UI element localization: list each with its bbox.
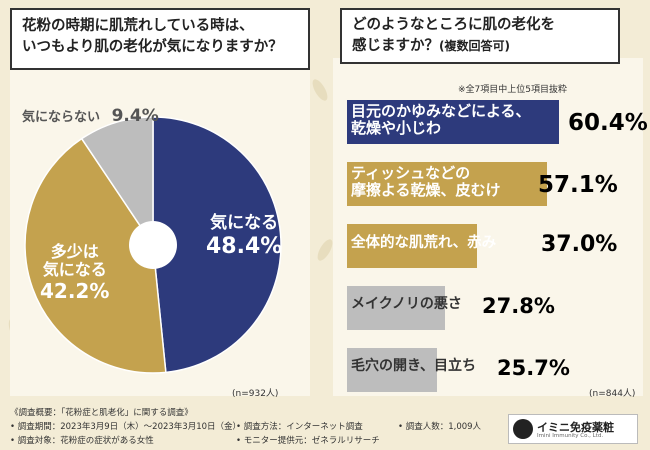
bar-label-2-line2: 摩擦よる乾燥、皮むけ bbox=[351, 181, 501, 200]
survey-period: • 調査期間：2023年3月9日（木）～2023年3月10日（金） bbox=[10, 422, 242, 432]
pie-slice-kininaru bbox=[152, 116, 282, 374]
monitor-provider: • モニター提供元：ゼネラルリサーチ bbox=[236, 436, 380, 446]
pie-label-kininaranai-text: 気にならない bbox=[22, 110, 101, 125]
survey-method: • 調査方法：インターネット調査 bbox=[236, 422, 363, 432]
pie-value-kininaru: 48.4% bbox=[206, 233, 283, 259]
bar-label-1: 目元のかゆみなどによる、 乾燥や小じわ bbox=[351, 102, 531, 138]
question-1-line-2: いつもより肌の老化が気になりますか？ bbox=[22, 39, 283, 56]
pie-value-kininaranai: 9.4% bbox=[111, 106, 159, 126]
survey-respondents: • 調査人数：1,009人 bbox=[398, 422, 482, 432]
pie-label-kininaru: 気になる 48.4% bbox=[206, 213, 283, 259]
question-2-box: どのようなところに肌の老化を 感じますか？(複数回答可) bbox=[340, 8, 620, 64]
logo-emblem-icon bbox=[513, 419, 533, 439]
bar-rect bbox=[347, 286, 445, 330]
bar-label-5: 毛穴の開き、目立ち bbox=[351, 358, 477, 374]
bar-label-1-line2: 乾燥や小じわ bbox=[351, 119, 442, 138]
company-logo: イミニ免疫薬粧 Imini Immunity Co., Ltd. bbox=[508, 414, 638, 444]
bar-value-3: 37.0% bbox=[541, 232, 618, 257]
bar-value-5: 25.7% bbox=[497, 356, 570, 380]
pie-label-kininaru-text: 気になる bbox=[210, 213, 279, 233]
pie-label-tashou-line1: 多少は bbox=[50, 242, 99, 261]
question-2-sub: (複数回答可) bbox=[439, 39, 510, 54]
logo-subtitle: Imini Immunity Co., Ltd. bbox=[537, 433, 604, 439]
bar-value-1: 60.4% bbox=[568, 110, 648, 136]
pie-center-hole bbox=[129, 221, 177, 269]
pie-label-tashou-line2: 気になる bbox=[42, 260, 107, 280]
bar-rect bbox=[347, 100, 559, 144]
bar-rect bbox=[347, 348, 438, 392]
bar-value-2: 57.1% bbox=[538, 172, 618, 198]
pie-sample-size: (n=932人) bbox=[232, 389, 279, 399]
bar-sample-size: (n=844人) bbox=[589, 389, 636, 399]
top5-note: ※全7項目中上位5項目抜粋 bbox=[458, 85, 567, 95]
footer: 《調査概要：「花粉症と肌老化」に関する調査》 • 調査期間：2023年3月9日（… bbox=[0, 402, 650, 450]
bar-label-4: メイクノリの悪さ bbox=[351, 296, 462, 312]
pie-label-kininaranai: 気にならない 9.4% bbox=[22, 106, 159, 127]
question-1-box: 花粉の時期に肌荒れしている時は、 いつもより肌の老化が気になりますか？ bbox=[10, 8, 310, 70]
bar-rect bbox=[347, 224, 477, 268]
bar-rect bbox=[347, 162, 548, 206]
bar-value-4: 27.8% bbox=[482, 294, 555, 318]
question-2-line-2: 感じますか？ bbox=[352, 38, 439, 55]
survey-target: • 調査対象：花粉症の症状がある女性 bbox=[10, 436, 154, 446]
pie-value-tashou: 42.2% bbox=[40, 278, 110, 303]
question-2-line-1: どのようなところに肌の老化を bbox=[352, 17, 555, 33]
pie-slice-kininaranai bbox=[80, 116, 154, 248]
bar-label-1-line1: 目元のかゆみなどによる、 bbox=[351, 102, 531, 120]
bar-label-3: 全体的な肌荒れ、赤み bbox=[351, 235, 497, 251]
pie-label-tashou: 多少は 気になる 42.2% bbox=[40, 242, 110, 303]
survey-overview: 《調査概要：「花粉症と肌老化」に関する調査》 bbox=[10, 408, 193, 418]
bar-label-2-line1: ティッシュなどの bbox=[351, 164, 471, 182]
pie-slice-tashou bbox=[24, 137, 167, 374]
pie-chart bbox=[24, 116, 282, 374]
logo-name: イミニ免疫薬粧 bbox=[537, 421, 614, 434]
bar-label-2: ティッシュなどの 摩擦よる乾燥、皮むけ bbox=[351, 164, 501, 200]
question-1-line-1: 花粉の時期に肌荒れしている時は、 bbox=[22, 18, 254, 34]
